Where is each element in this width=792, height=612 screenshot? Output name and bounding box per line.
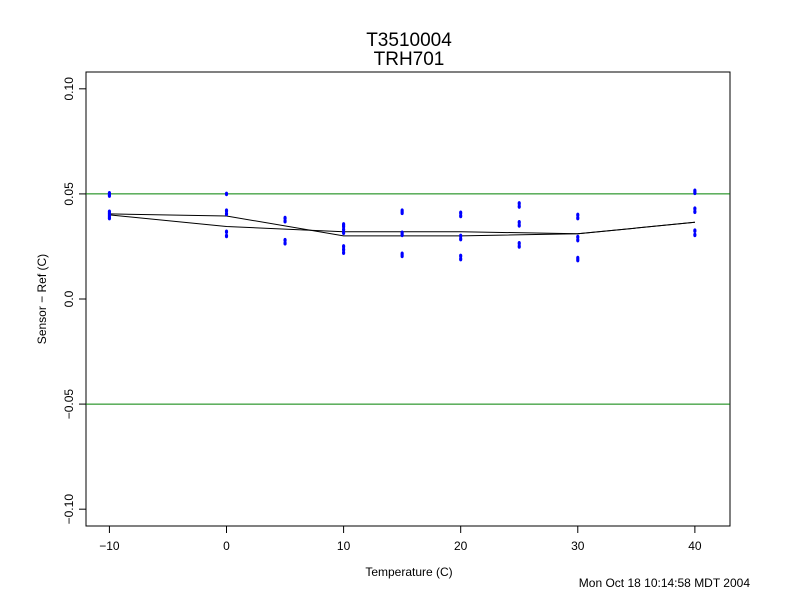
- chart-title: T3510004: [366, 30, 452, 51]
- x-tick-label: 20: [454, 539, 468, 553]
- data-point: [342, 247, 346, 252]
- data-point: [517, 201, 521, 206]
- data-point: [693, 232, 697, 238]
- data-point: [400, 232, 404, 238]
- data-point: [693, 228, 697, 233]
- data-point: [576, 212, 580, 218]
- data-point: [224, 229, 229, 235]
- data-point: [283, 237, 287, 243]
- data-point: [400, 210, 404, 216]
- x-axis-label: Temperature (C): [365, 565, 452, 579]
- data-point: [459, 213, 463, 219]
- data-point: [459, 253, 463, 259]
- timestamp-footer: Mon Oct 18 10:14:58 MDT 2004: [579, 576, 751, 590]
- data-point: [400, 253, 404, 259]
- chart-subtitle: TRH701: [374, 49, 445, 70]
- x-tick-label: −10: [99, 539, 120, 553]
- data-point: [459, 236, 463, 242]
- data-point: [517, 219, 521, 225]
- data-point: [576, 257, 580, 263]
- data-point: [693, 206, 697, 211]
- data-point: [107, 193, 112, 198]
- data-point: [693, 209, 697, 215]
- data-point: [107, 215, 112, 221]
- y-tick-label: 0.0: [62, 290, 76, 307]
- y-axis-label: Sensor − Ref (C): [35, 254, 49, 344]
- y-tick-label: 0.10: [62, 77, 76, 101]
- data-point: [576, 215, 580, 221]
- data-point: [576, 234, 580, 240]
- data-point: [517, 241, 521, 246]
- data-point: [459, 256, 463, 262]
- x-tick-label: 0: [223, 539, 230, 553]
- data-point: [342, 224, 346, 229]
- data-point: [224, 211, 229, 217]
- y-axis: −0.10 −0.05 0.0 0.05 0.10: [62, 77, 86, 525]
- data-point: [459, 210, 463, 216]
- data-point: [459, 233, 463, 239]
- data-point: [342, 250, 346, 256]
- data-point: [224, 191, 229, 197]
- data-point: [517, 223, 521, 228]
- x-tick-label: 10: [337, 539, 351, 553]
- x-tick-label: 40: [688, 539, 702, 553]
- data-point: [342, 244, 346, 249]
- data-point: [283, 241, 287, 246]
- data-point: [517, 204, 521, 209]
- data-point: [576, 237, 580, 243]
- data-points: [107, 188, 697, 263]
- x-axis: −10 0 10 20 30 40: [99, 525, 702, 553]
- data-point: [283, 215, 287, 221]
- data-point: [342, 227, 346, 232]
- plot-frame: [85, 71, 731, 527]
- reference-lines: [86, 193, 730, 405]
- data-point: [224, 208, 229, 214]
- y-tick-label: 0.05: [62, 182, 76, 206]
- data-point: [224, 233, 229, 239]
- data-point: [693, 190, 697, 196]
- x-tick-label: 30: [571, 539, 585, 553]
- data-point: [342, 230, 346, 236]
- y-tick-label: −0.05: [62, 389, 76, 420]
- data-point: [283, 218, 287, 224]
- y-tick-label: −0.10: [62, 494, 76, 525]
- data-point: [517, 244, 521, 249]
